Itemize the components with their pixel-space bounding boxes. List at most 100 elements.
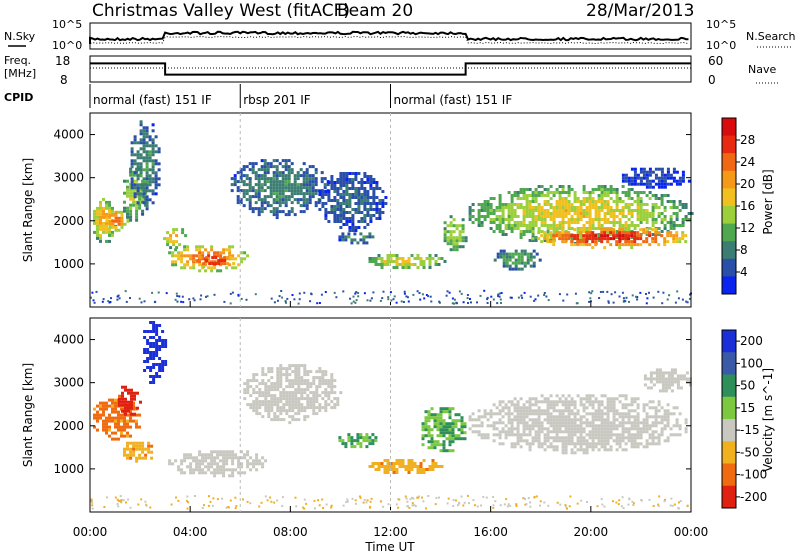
velocity-cell xyxy=(341,442,345,446)
power-cell xyxy=(468,212,472,215)
power-cell xyxy=(165,292,168,295)
velocity-cell xyxy=(657,439,661,443)
velocity-cell xyxy=(448,437,452,441)
power-cell xyxy=(359,238,363,242)
power-cell xyxy=(254,201,258,205)
velocity-cell xyxy=(324,373,328,377)
velocity-cell xyxy=(579,400,583,404)
power-cell xyxy=(270,297,273,300)
power-cell xyxy=(363,220,367,223)
velocity-cell xyxy=(246,403,250,407)
power-cell xyxy=(230,183,234,187)
velocity-cell xyxy=(458,501,460,504)
power-cell xyxy=(669,206,673,209)
power-cell xyxy=(236,198,240,202)
power-cell xyxy=(371,257,375,260)
velocity-cell xyxy=(658,368,662,372)
power-cell xyxy=(540,221,544,224)
power-cell xyxy=(404,263,408,266)
power-cell xyxy=(293,213,297,217)
power-cell xyxy=(446,290,449,293)
power-cell xyxy=(338,238,342,242)
power-cell xyxy=(546,224,550,227)
power-cell xyxy=(260,210,264,214)
power-cell xyxy=(552,243,556,247)
power-cell xyxy=(558,227,562,230)
power-cell xyxy=(639,167,643,171)
velocity-cell xyxy=(424,422,428,426)
power-cell xyxy=(630,176,634,180)
velocity-cell xyxy=(507,412,511,416)
power-cell xyxy=(540,209,544,212)
velocity-cell xyxy=(362,501,365,504)
velocity-cell xyxy=(117,505,120,508)
velocity-cell xyxy=(636,445,640,449)
velocity-cell xyxy=(436,416,440,420)
power-cell xyxy=(540,230,544,233)
power-cell xyxy=(348,193,352,196)
nave-tick-top: 60 xyxy=(708,54,723,68)
power-cell xyxy=(254,192,258,196)
velocity-cell xyxy=(477,415,481,419)
power-cell xyxy=(648,182,652,186)
velocity-cell xyxy=(676,380,680,384)
power-colorbar-tick-label: 12 xyxy=(740,221,755,235)
velocity-cell xyxy=(276,400,280,404)
velocity-cell xyxy=(633,439,637,443)
velocity-cell xyxy=(567,406,571,410)
power-cell xyxy=(223,256,227,260)
velocity-cell xyxy=(597,415,601,419)
velocity-cell xyxy=(618,424,622,428)
velocity-cell xyxy=(330,504,333,507)
power-cell xyxy=(323,183,327,187)
velocity-cell xyxy=(411,502,414,505)
velocity-cell xyxy=(427,416,431,420)
power-cell xyxy=(645,215,649,218)
velocity-cell xyxy=(463,431,467,435)
power-cell xyxy=(477,221,481,224)
power-cell xyxy=(266,204,270,208)
power-cell xyxy=(630,240,634,244)
velocity-cell xyxy=(276,379,280,383)
power-cell xyxy=(260,174,264,178)
power-cell xyxy=(145,195,149,199)
power-cell xyxy=(677,297,680,300)
velocity-cell xyxy=(468,427,472,431)
power-cell xyxy=(443,221,447,225)
power-cell xyxy=(625,296,628,299)
velocity-cell xyxy=(121,403,124,407)
power-cell xyxy=(120,216,124,220)
velocity-cell xyxy=(285,403,289,407)
velocity-cell xyxy=(124,400,127,404)
power-cell xyxy=(342,202,346,205)
power-cell xyxy=(552,227,556,230)
velocity-cell xyxy=(658,495,661,498)
power-cell xyxy=(483,215,487,218)
power-cell xyxy=(154,183,158,187)
power-cell xyxy=(117,222,121,226)
power-cell xyxy=(510,296,513,299)
velocity-cell xyxy=(123,450,126,454)
velocity-cell xyxy=(102,401,105,405)
power-cell xyxy=(525,224,529,227)
velocity-cell xyxy=(227,506,230,508)
velocity-cell xyxy=(252,400,256,404)
power-cell xyxy=(669,221,673,224)
velocity-cell xyxy=(333,391,337,395)
power-colorbar-tick-label: 24 xyxy=(740,155,755,169)
power-cell xyxy=(99,215,102,219)
velocity-cell xyxy=(303,367,307,371)
power-cell xyxy=(172,228,176,232)
power-cell xyxy=(588,200,592,203)
velocity-cell xyxy=(510,418,514,422)
velocity-cell xyxy=(255,459,259,463)
velocity-cell xyxy=(486,433,490,437)
power-cell xyxy=(636,215,640,218)
power-cell xyxy=(630,236,634,239)
velocity-cell xyxy=(651,439,655,443)
velocity-cell xyxy=(288,373,292,377)
velocity-cell xyxy=(684,427,688,431)
velocity-cell xyxy=(324,406,328,410)
velocity-cell xyxy=(424,416,428,420)
power-cell xyxy=(344,235,348,239)
